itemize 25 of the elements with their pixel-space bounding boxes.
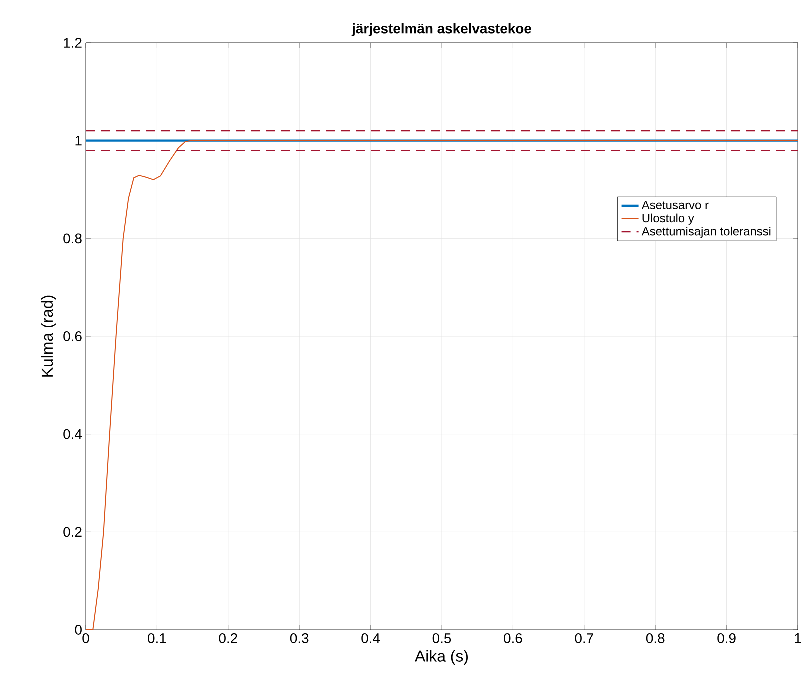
x-tick-label: 0.5	[432, 634, 452, 644]
x-tick-label: 0.2	[219, 634, 238, 644]
y-tick-label: 1.2	[64, 38, 82, 48]
y-tick-label: 0.2	[64, 527, 82, 538]
x-tick-label: 0.7	[575, 634, 594, 644]
legend-label: Ulostulo y	[642, 214, 694, 225]
x-tick-label: 0.3	[290, 634, 309, 644]
x-tick-label: 0	[82, 634, 90, 644]
x-axis-title: Aika (s)	[415, 650, 468, 666]
legend-label: Asettumisajan toleranssi	[642, 226, 771, 238]
y-tick-label: 0.4	[64, 429, 82, 440]
line-series	[86, 140, 799, 630]
x-tick-label: 0.9	[718, 634, 736, 644]
y-tick-label: 0.8	[64, 234, 82, 244]
x-tick-label: 0.1	[148, 634, 166, 644]
x-tick-label: 0.4	[362, 634, 380, 644]
y-tick-label: 0.6	[64, 332, 82, 342]
x-tick-label: 0.6	[504, 634, 522, 644]
chart-title: järjestelmän askelvastekoe	[352, 23, 532, 36]
y-axis-title: Kulma (rad)	[41, 296, 56, 377]
y-tick-label: 1	[76, 136, 82, 146]
y-tick-label: 0	[75, 625, 82, 635]
x-tick-label: 0.8	[646, 634, 665, 644]
x-tick-label: 1	[795, 634, 802, 644]
legend-label: Asetusarvo r	[642, 201, 709, 210]
